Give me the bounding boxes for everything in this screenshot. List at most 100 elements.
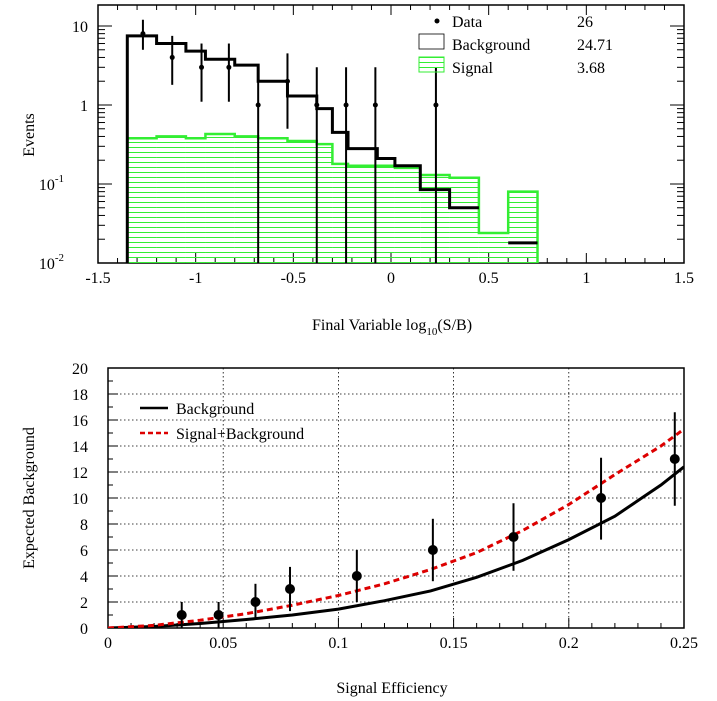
top-axis-ticks — [97, 5, 685, 264]
bottom-y-tick-label: 18 — [72, 387, 88, 404]
data-point — [255, 67, 261, 263]
bottom-y-tick-label: 20 — [72, 361, 88, 378]
top-y-tick-label: 10-2 — [39, 252, 64, 273]
data-point — [343, 67, 349, 263]
bottom-legend: Background Signal+Background — [140, 401, 304, 443]
legend-background-swatch — [418, 33, 445, 50]
efficiency-marker — [669, 454, 680, 464]
bottom-x-tick-label: 0.15 — [440, 635, 468, 652]
bottom-x-axis-label: Signal Efficiency — [336, 680, 447, 697]
efficiency-marker — [285, 584, 296, 594]
data-marker — [140, 31, 146, 37]
data-marker — [284, 78, 290, 84]
bottom-y-tick-label: 14 — [72, 439, 88, 456]
top-x-tick-label: -1 — [189, 270, 202, 287]
efficiency-marker — [176, 610, 187, 620]
bottom-y-tick-label: 4 — [80, 569, 88, 586]
signal-background-curve — [108, 427, 684, 628]
signal-bin — [234, 136, 259, 263]
top-y-tick-label: 10-1 — [39, 173, 64, 194]
legend-data-marker — [434, 18, 440, 24]
data-point — [140, 19, 146, 50]
efficiency-marker — [508, 532, 519, 542]
bottom-x-tick-labels: 0 0.05 0.1 0.15 0.2 0.25 — [104, 635, 698, 652]
efficiency-data-point — [213, 602, 224, 628]
data-point — [433, 67, 439, 263]
top-x-tick-label: -0.5 — [281, 270, 306, 287]
signal-bin — [377, 165, 395, 263]
efficiency-data-point — [508, 503, 519, 571]
data-marker — [314, 102, 320, 108]
bottom-x-tick-label: 0.1 — [328, 635, 348, 652]
bottom-y-tick-label: 12 — [72, 465, 88, 482]
bottom-data-points — [176, 412, 680, 628]
top-histogram-chart: -1.5 -1 -0.5 0 0.5 1 1.5 10 1 10-1 10-2 Events Fi… — [21, 4, 694, 338]
top-y-axis-label: Events — [21, 113, 38, 157]
signal-bin — [205, 133, 235, 263]
bottom-y-tick-label: 2 — [80, 595, 88, 612]
top-x-tick-label: 1.5 — [674, 270, 694, 287]
top-x-tick-label: 0 — [387, 270, 395, 287]
data-point — [314, 67, 320, 263]
top-y-tick-labels: 10 1 10-1 10-2 — [39, 19, 88, 273]
data-marker — [372, 102, 378, 108]
efficiency-marker — [250, 597, 261, 607]
data-marker — [169, 54, 175, 60]
signal-outline — [126, 132, 539, 263]
legend-signal-background-line-label: Signal+Background — [176, 426, 304, 443]
top-x-axis-label: Final Variable log10(S/B) — [312, 317, 472, 338]
efficiency-data-point — [250, 583, 261, 619]
signal-bin — [478, 232, 509, 263]
top-x-tick-labels: -1.5 -1 -0.5 0 0.5 1 1.5 — [85, 270, 694, 287]
efficiency-data-point — [427, 518, 438, 582]
signal-bin — [156, 136, 186, 263]
efficiency-marker — [213, 610, 224, 620]
top-data-points — [140, 19, 439, 263]
bottom-series-lines — [108, 427, 684, 628]
signal-bin — [258, 138, 288, 263]
legend-background-label: Background — [452, 37, 530, 54]
signal-histogram — [126, 132, 539, 263]
signal-bin — [348, 165, 378, 263]
legend-background-line-label: Background — [176, 401, 254, 418]
efficiency-marker — [351, 571, 362, 581]
data-point — [372, 67, 378, 263]
signal-bin — [394, 167, 421, 263]
bottom-x-tick-label: 0 — [104, 635, 112, 652]
legend-data-label: Data — [452, 14, 482, 31]
signal-bin — [508, 191, 538, 263]
bottom-y-tick-label: 0 — [80, 621, 88, 638]
data-marker — [433, 102, 439, 108]
bottom-x-tick-label: 0.2 — [559, 635, 579, 652]
efficiency-marker — [596, 493, 607, 503]
signal-bin — [332, 163, 349, 263]
data-point — [199, 43, 205, 102]
data-marker — [343, 102, 349, 108]
top-x-tick-label: 0.5 — [479, 270, 499, 287]
top-y-tick-label: 10 — [72, 19, 88, 36]
data-point — [284, 53, 290, 129]
signal-bin — [287, 141, 317, 263]
bottom-y-tick-label: 16 — [72, 413, 88, 430]
legend-signal-swatch — [418, 56, 445, 73]
bottom-y-tick-label: 6 — [80, 543, 88, 560]
data-marker — [199, 64, 205, 70]
top-y-tick-label: 1 — [80, 98, 88, 115]
signal-bin — [127, 138, 157, 263]
legend-signal-label: Signal — [452, 60, 493, 77]
data-point — [226, 43, 232, 102]
bottom-y-axis-label: Expected Background — [21, 427, 38, 569]
bottom-y-tick-label: 10 — [72, 491, 88, 508]
bottom-y-tick-label: 8 — [80, 517, 88, 534]
efficiency-data-point — [285, 566, 296, 612]
data-marker — [255, 102, 261, 108]
signal-bin — [185, 138, 206, 263]
top-x-tick-label: 1 — [582, 270, 590, 287]
data-marker — [226, 64, 232, 70]
top-legend: Data 26 Background 24.71 Signal 3.68 — [418, 14, 613, 77]
bottom-x-tick-label: 0.05 — [209, 635, 237, 652]
legend-data-value: 26 — [577, 14, 593, 31]
signal-bin — [449, 177, 479, 263]
